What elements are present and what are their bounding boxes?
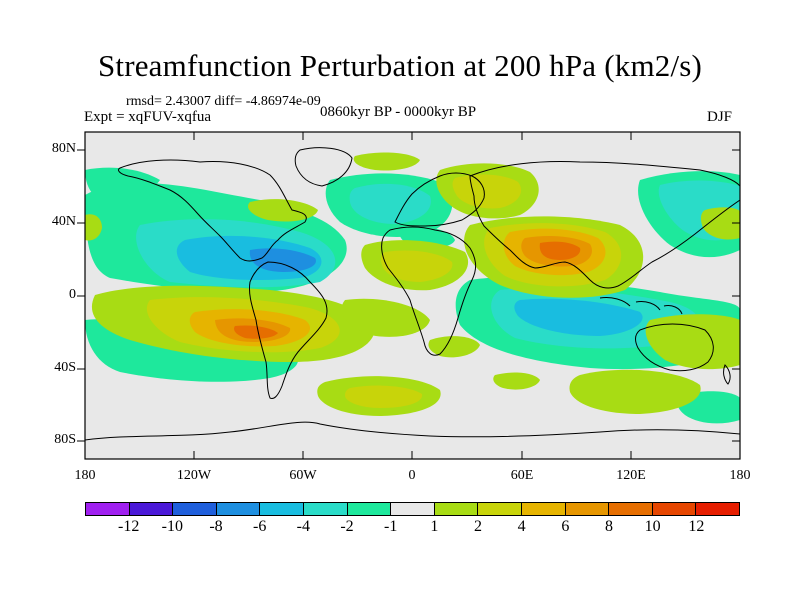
colorbar-box bbox=[216, 503, 261, 515]
colorbar-box bbox=[260, 503, 304, 515]
colorbar-label: 1 bbox=[430, 518, 439, 535]
lat-tick-label: 80N bbox=[51, 141, 76, 156]
colorbar-box bbox=[609, 503, 653, 515]
lon-tick-label: 60W bbox=[289, 468, 317, 483]
contour-region bbox=[85, 214, 102, 241]
contour-region bbox=[353, 152, 420, 171]
colorbar-label: 6 bbox=[561, 518, 570, 535]
contour-region bbox=[341, 298, 430, 337]
contour-region bbox=[381, 250, 453, 282]
colorbar-label: 2 bbox=[474, 518, 482, 535]
lon-tick-label: 180 bbox=[74, 468, 96, 483]
colorbar-box bbox=[565, 503, 610, 515]
colorbar-label: 4 bbox=[517, 518, 526, 535]
colorbar-label: -8 bbox=[209, 518, 223, 535]
lat-tick-label: 0 bbox=[69, 287, 76, 302]
lat-tick-label: 40N bbox=[51, 214, 76, 229]
colorbar-label: -10 bbox=[161, 518, 183, 535]
colorbar-box bbox=[478, 503, 522, 515]
contour-region bbox=[700, 207, 740, 240]
coastline-new-zealand bbox=[723, 364, 731, 385]
coastline-africa bbox=[381, 226, 477, 356]
coastline-asia bbox=[469, 161, 740, 289]
colorbar-label: 8 bbox=[605, 518, 613, 535]
lon-tick-label: 120W bbox=[176, 468, 212, 483]
coastlines bbox=[85, 147, 740, 441]
contour-region bbox=[493, 372, 540, 390]
lat-tick-label: 80S bbox=[54, 432, 76, 447]
contour-fill bbox=[85, 152, 740, 424]
colorbar-box bbox=[303, 503, 348, 515]
contour-region bbox=[514, 298, 643, 336]
contour-region bbox=[452, 174, 522, 209]
colorbar-box bbox=[86, 503, 130, 515]
stats-text: rmsd= 2.43007 diff= -4.86974e-09 bbox=[126, 94, 321, 109]
lon-tick-label: 60E bbox=[510, 468, 534, 483]
contour-region bbox=[539, 241, 581, 260]
coastline-south-america bbox=[249, 261, 328, 399]
lon-tick-label: 0 bbox=[408, 468, 416, 483]
coastline-greenland bbox=[294, 147, 353, 187]
chart-title: Streamfunction Perturbation at 200 hPa (… bbox=[97, 48, 703, 83]
colorbar-label: -1 bbox=[383, 518, 398, 535]
contour-region bbox=[349, 183, 431, 224]
axis-ticks bbox=[77, 132, 741, 459]
colorbar bbox=[85, 502, 740, 516]
colorbar-box bbox=[347, 503, 392, 515]
colorbar-label: -4 bbox=[296, 518, 310, 535]
colorbar-label: -12 bbox=[117, 518, 140, 535]
lon-tick-label: 120E bbox=[616, 468, 646, 483]
colorbar-box bbox=[521, 503, 566, 515]
colorbar-label: -6 bbox=[252, 518, 267, 535]
coastline-islands bbox=[599, 297, 683, 315]
colorbar-box bbox=[434, 503, 479, 515]
coastline-north-america bbox=[117, 159, 307, 262]
colorbar-box bbox=[129, 503, 174, 515]
contour-region bbox=[85, 167, 160, 197]
colorbar-box bbox=[173, 503, 217, 515]
colorbar-label: 10 bbox=[644, 518, 661, 535]
colorbar-box bbox=[391, 503, 435, 515]
colorbar-label: -2 bbox=[340, 518, 354, 535]
colorbar-label: 12 bbox=[688, 518, 705, 535]
lon-tick-label: 180 bbox=[729, 468, 751, 483]
season-label: DJF bbox=[707, 109, 733, 125]
colorbar-box bbox=[652, 503, 697, 515]
contour-region bbox=[345, 385, 423, 408]
coastline-australia bbox=[635, 323, 714, 372]
contour-region bbox=[569, 369, 701, 414]
contour-region bbox=[248, 199, 318, 222]
period-label: 0860kyr BP - 0000kyr BP bbox=[320, 104, 477, 120]
coastline-europe bbox=[394, 172, 485, 227]
coastline-antarctica bbox=[85, 421, 740, 441]
contour-region bbox=[645, 314, 740, 370]
lat-tick-label: 40S bbox=[54, 360, 76, 375]
colorbar-box bbox=[696, 503, 739, 515]
contour-region bbox=[234, 325, 278, 339]
experiment-label: Expt = xqFUV-xqfua bbox=[84, 109, 212, 125]
